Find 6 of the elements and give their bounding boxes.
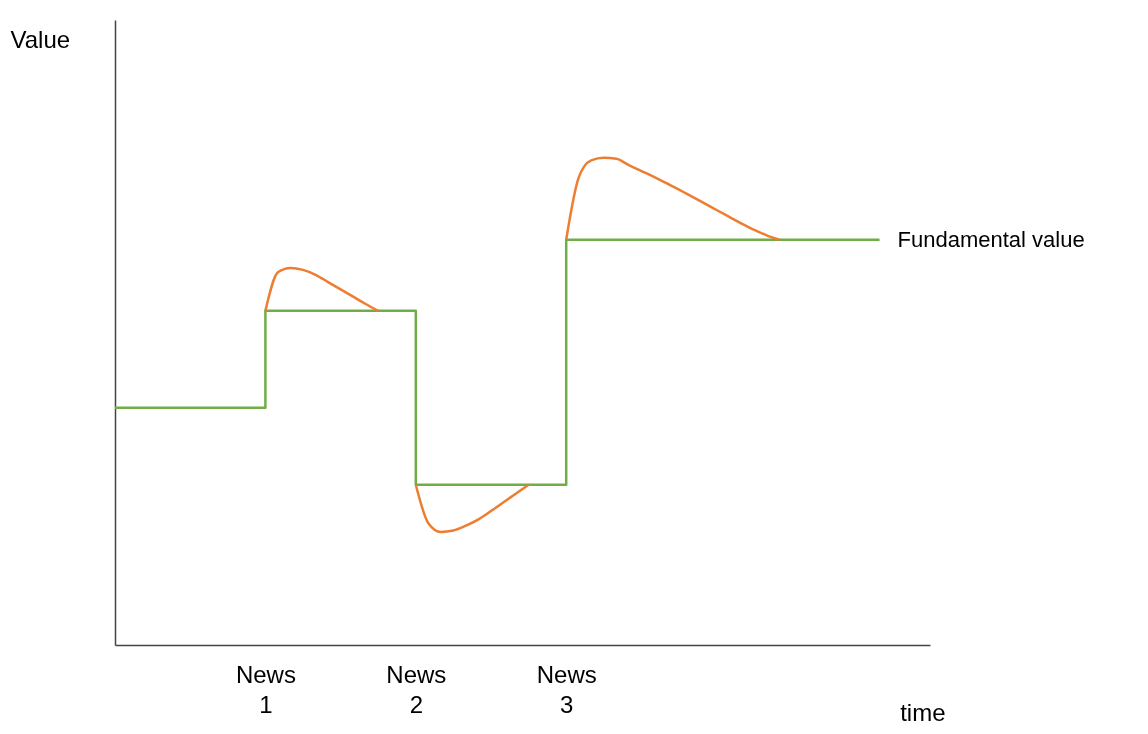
x-tick-label: News 1 <box>235 660 296 718</box>
x-axis-title: time <box>900 698 946 726</box>
series-label: Fundamental value <box>897 226 1085 252</box>
x-tick-label: News 2 <box>386 660 447 718</box>
y-axis-title: Value <box>10 25 71 53</box>
x-tick-label: News 3 <box>536 660 597 718</box>
